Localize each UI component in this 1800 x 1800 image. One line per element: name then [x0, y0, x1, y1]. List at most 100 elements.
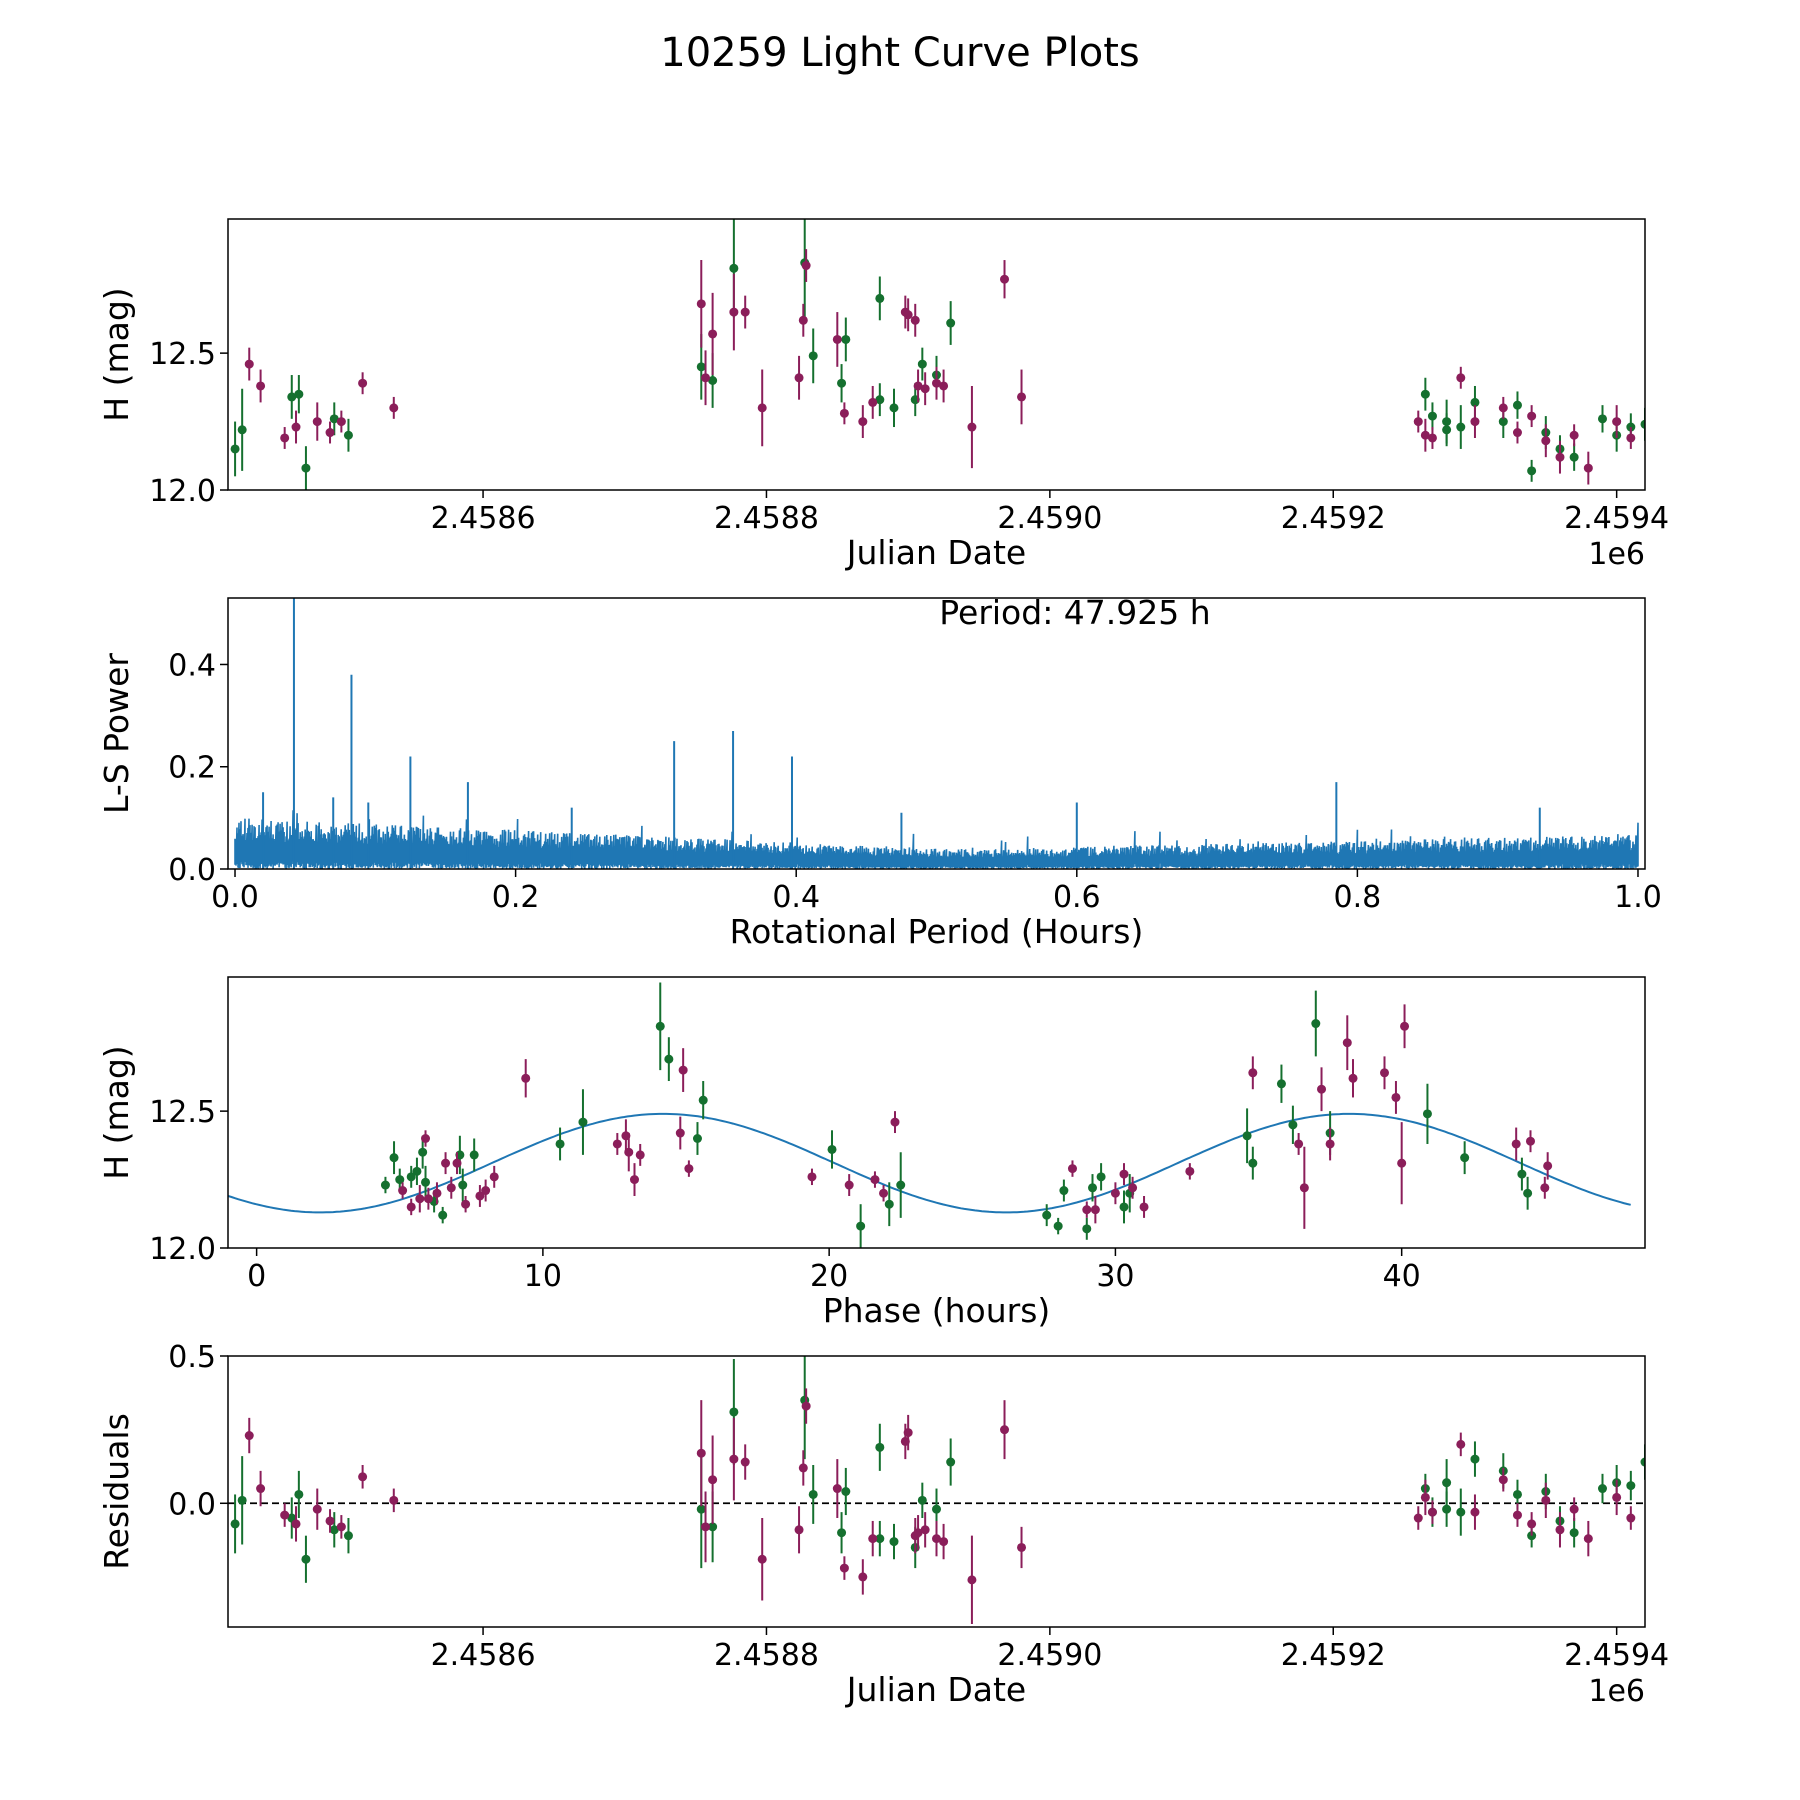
- panel-residuals: 2.4586 2.4588 2.4590 2.4592 2.4594 0.0 0.5 Juli…: [97, 1340, 1749, 1709]
- point-filter-a: [1413, 1513, 1423, 1523]
- x-tick-label: 0.6: [1053, 880, 1101, 915]
- point-filter-a: [1413, 417, 1423, 427]
- plot-area: [228, 982, 1631, 1248]
- point-filter-a: [489, 1172, 499, 1182]
- point-filter-b: [1288, 1120, 1298, 1130]
- point-filter-a: [832, 1484, 842, 1494]
- x-offset-label: 1e6: [1588, 1674, 1645, 1709]
- point-filter-b: [1683, 1511, 1692, 1520]
- point-filter-a: [415, 1194, 425, 1204]
- point-filter-a: [798, 1463, 808, 1473]
- point-filter-b: [1242, 1131, 1252, 1141]
- point-filter-b: [1569, 1528, 1579, 1538]
- point-filter-a: [1397, 1158, 1407, 1168]
- point-filter-a: [1796, 447, 1800, 456]
- point-filter-a: [624, 1147, 634, 1157]
- x-tick-label: 40: [1383, 1259, 1421, 1294]
- x-tick-label: 2.4592: [1281, 1638, 1386, 1673]
- point-filter-b: [917, 1495, 927, 1505]
- point-filter-a: [1470, 417, 1480, 427]
- point-filter-a: [1555, 1525, 1565, 1535]
- plot-area: [230, 219, 1800, 490]
- point-filter-a: [807, 1172, 817, 1182]
- point-filter-b: [917, 359, 927, 369]
- x-tick-label: 1.0: [1614, 880, 1662, 915]
- point-filter-b: [932, 1504, 941, 1514]
- point-filter-a: [1000, 274, 1010, 284]
- point-filter-b: [1711, 1514, 1720, 1523]
- point-filter-b: [1512, 400, 1522, 410]
- point-filter-b: [1096, 1172, 1106, 1182]
- point-filter-a: [939, 1537, 949, 1547]
- y-tick-label: 12.5: [149, 1095, 216, 1130]
- point-filter-b: [237, 425, 247, 435]
- point-filter-a: [839, 408, 849, 418]
- point-filter-a: [1655, 444, 1664, 453]
- point-filter-b: [837, 1528, 847, 1538]
- point-filter-b: [1088, 1183, 1098, 1193]
- point-filter-b: [1730, 1505, 1739, 1514]
- point-filter-b: [1512, 1489, 1522, 1499]
- point-filter-a: [1139, 1202, 1149, 1212]
- x-tick-label: 20: [810, 1259, 848, 1294]
- point-filter-b: [1442, 425, 1452, 435]
- point-filter-a: [389, 1495, 399, 1505]
- point-filter-b: [1470, 397, 1480, 407]
- point-filter-a: [839, 1563, 849, 1573]
- point-filter-b: [708, 1522, 718, 1532]
- point-filter-a: [256, 381, 266, 391]
- point-filter-a: [1420, 1492, 1430, 1502]
- point-filter-a: [1119, 1169, 1129, 1179]
- x-tick-label: 0.4: [772, 880, 820, 915]
- point-filter-a: [1512, 1510, 1522, 1520]
- point-filter-a: [920, 384, 930, 394]
- point-filter-b: [1460, 1153, 1470, 1163]
- point-filter-a: [1294, 1139, 1304, 1149]
- point-filter-a: [932, 378, 941, 388]
- point-filter-b: [729, 263, 739, 273]
- period-annotation: Period: 47.925 h: [939, 593, 1210, 632]
- point-filter-b: [329, 1525, 339, 1535]
- point-filter-b: [301, 1554, 311, 1564]
- x-tick-label: 2.4586: [431, 1638, 536, 1673]
- point-filter-a: [868, 397, 878, 407]
- point-filter-b: [856, 1221, 866, 1231]
- point-filter-a: [708, 1475, 718, 1485]
- point-filter-b: [1059, 1186, 1069, 1196]
- point-filter-a: [696, 1448, 706, 1458]
- point-filter-a: [1067, 1164, 1077, 1174]
- point-filter-b: [329, 414, 339, 424]
- point-filter-a: [868, 1534, 878, 1544]
- point-filter-a: [801, 1401, 811, 1411]
- y-tick-label: 0.0: [168, 853, 216, 888]
- point-filter-b: [1711, 444, 1720, 453]
- point-filter-a: [729, 307, 739, 317]
- point-filter-a: [1683, 1490, 1692, 1499]
- panel-phase-plot: 0 10 20 30 40 12.0 12.5 Phase (hours) H (mag): [97, 976, 1646, 1330]
- point-filter-a: [1726, 1478, 1735, 1487]
- point-filter-a: [1669, 431, 1678, 440]
- point-filter-b: [406, 1172, 416, 1182]
- point-filter-a: [635, 1150, 645, 1160]
- point-filter-b: [841, 1487, 851, 1496]
- point-filter-a: [832, 334, 842, 344]
- x-axis-label: Julian Date: [845, 1670, 1027, 1709]
- point-filter-a: [432, 1188, 442, 1198]
- point-filter-b: [698, 1095, 708, 1105]
- point-filter-a: [256, 1484, 266, 1494]
- point-filter-b: [380, 1180, 390, 1190]
- y-axis-label: H (mag): [97, 1045, 136, 1179]
- y-tick-label: 12.0: [149, 1232, 216, 1267]
- point-filter-a: [1527, 1519, 1537, 1529]
- point-filter-b: [1697, 1493, 1706, 1502]
- point-filter-a: [1740, 1508, 1749, 1517]
- point-filter-a: [708, 329, 718, 339]
- point-filter-a: [740, 307, 750, 317]
- point-filter-a: [1541, 1495, 1551, 1505]
- point-filter-b: [1597, 414, 1607, 424]
- point-filter-a: [461, 1199, 471, 1209]
- point-filter-a: [325, 1516, 335, 1526]
- point-filter-a: [1317, 1084, 1327, 1094]
- point-filter-b: [1498, 417, 1508, 427]
- point-filter-a: [757, 403, 767, 413]
